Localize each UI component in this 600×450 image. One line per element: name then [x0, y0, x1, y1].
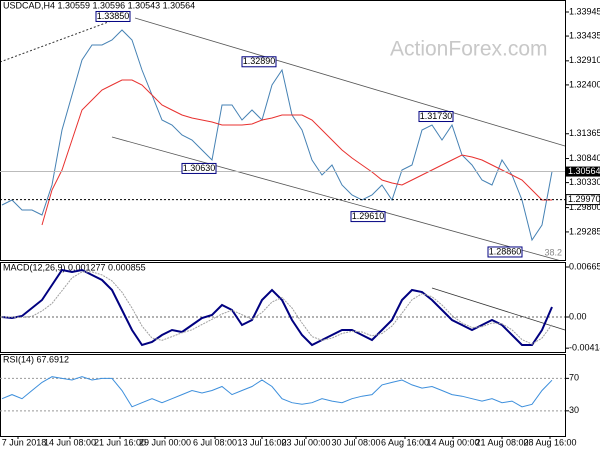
x-tick-label: 6 Jul 08:00: [193, 437, 237, 447]
macd-title: MACD(12,26,9) 0.001277 0.000855: [3, 262, 146, 272]
x-tick-label: 30 Jul 08:00: [331, 437, 380, 447]
annotation-label: 1.29610: [352, 211, 385, 221]
panel-frame: [0, 262, 566, 353]
macd-trend-line: [431, 287, 566, 331]
annotation-box: [350, 211, 386, 223]
series-line: [1, 376, 553, 408]
annotation-box: [181, 162, 217, 174]
x-tick-label: 13 Jul 16:00: [237, 437, 286, 447]
level-label-box: [565, 194, 600, 206]
series-line: [2, 271, 553, 345]
annotation-label: 1.31730: [420, 111, 453, 121]
annotation-label: 1.30630: [183, 163, 216, 173]
last-price-box: [566, 166, 600, 177]
x-tick-label: 21 Aug 08:00: [475, 437, 528, 447]
watermark: ActionForex.com: [390, 38, 548, 61]
x-tick-label: 6 Aug 16:00: [381, 437, 429, 447]
channel-lower: [111, 136, 560, 260]
main-title: USDCAD,H4 1.30559 1.30596 1.30543 1.3056…: [3, 0, 195, 10]
x-tick-label: 29 Jun 00:00: [139, 437, 191, 447]
y-tick-label: 1.32400: [569, 79, 600, 89]
annotation-box: [487, 246, 523, 258]
x-tick-label: 14 Jun 08:00: [44, 437, 96, 447]
plot: [1, 376, 553, 408]
y-tick-label: 1.29800: [569, 202, 600, 212]
trend-line: [0, 13, 131, 63]
annotation-box: [241, 56, 277, 68]
y-tick-label: 0.00: [569, 311, 587, 321]
series-line: [1, 29, 553, 242]
y-tick-label: 1.32910: [569, 55, 600, 65]
y-tick-label: 1.31365: [569, 128, 600, 138]
x-tick-label: 28 Aug 16:00: [523, 437, 576, 447]
last-price-label: 1.30564: [568, 166, 600, 176]
panel-frame: [0, 0, 566, 261]
fib-label: 38.2: [544, 247, 562, 257]
series-line: [1, 268, 553, 347]
panel-frame: [0, 354, 566, 437]
annotation-box: [95, 10, 131, 22]
x-tick-label: 7 Jun 2018: [2, 437, 47, 447]
plot: [1, 29, 553, 242]
y-tick-label: -0.004145: [569, 343, 600, 353]
annotation-label: 1.32890: [243, 56, 276, 66]
y-tick-label: 0.006651: [569, 261, 600, 271]
series-line: [41, 79, 552, 226]
y-tick-label: 1.29285: [569, 226, 600, 236]
y-tick-label: 1.30330: [569, 177, 600, 187]
level-label: 1.29970: [568, 194, 600, 204]
y-tick-label: 1.33945: [569, 6, 600, 16]
annotation-label: 1.33850: [97, 11, 130, 21]
annotation-box: [418, 111, 454, 123]
y-tick-label: 30: [569, 405, 579, 415]
channel-upper: [134, 17, 566, 147]
y-tick-label: 1.30840: [569, 153, 600, 163]
y-tick-label: 1.33435: [569, 30, 600, 40]
x-tick-label: 21 Jun 16:00: [94, 437, 146, 447]
annotation-label: 1.28860: [489, 246, 522, 256]
x-tick-label: 23 Jul 00:00: [281, 437, 330, 447]
plot: [1, 268, 553, 347]
x-tick-label: 14 Aug 00:00: [426, 437, 479, 447]
rsi-title: RSI(14) 67.6912: [3, 354, 69, 364]
y-tick-label: 70: [569, 373, 579, 383]
